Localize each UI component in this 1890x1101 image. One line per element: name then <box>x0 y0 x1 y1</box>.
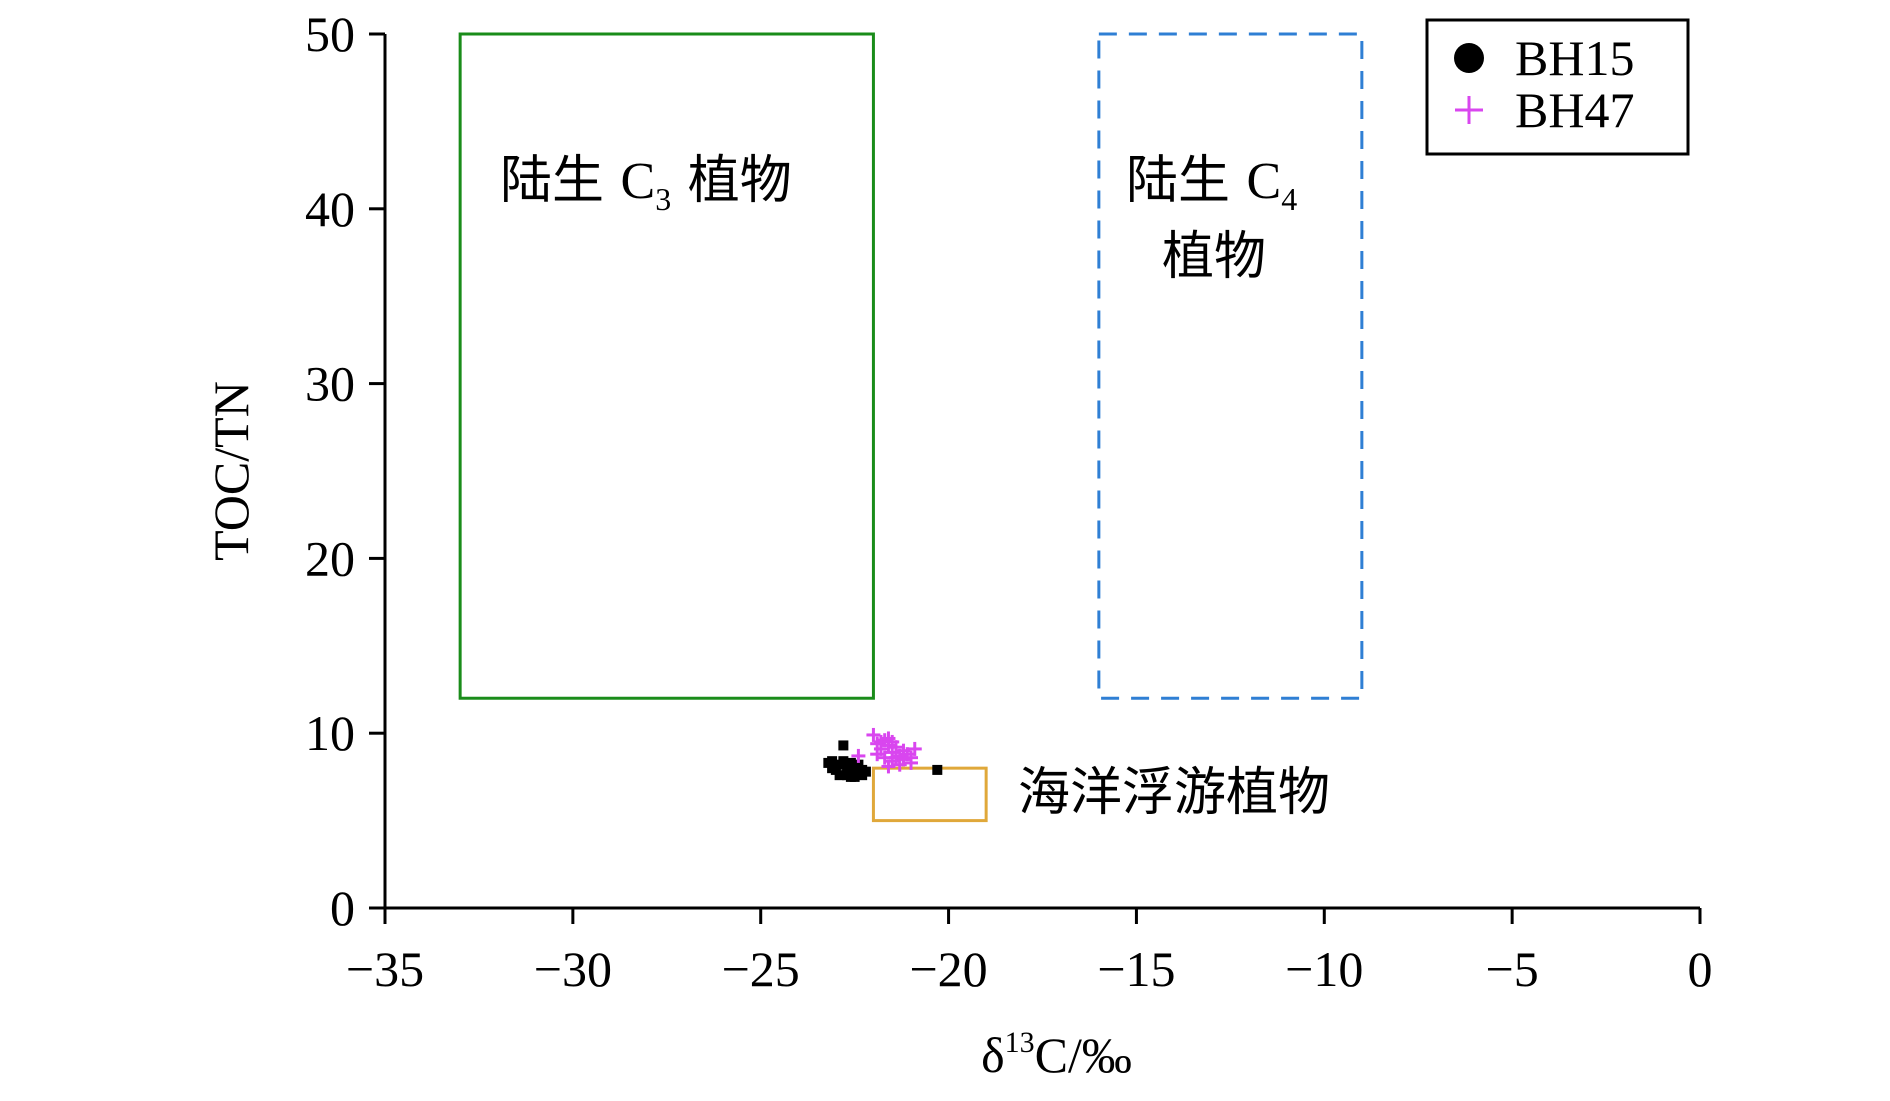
point-bh15-10 <box>845 757 856 768</box>
x-tick-label-7: −5 <box>1486 941 1539 997</box>
x-tick-label-5: −15 <box>1097 941 1175 997</box>
point-bh15-17 <box>860 766 871 777</box>
region-label-2-line-2: 植物 <box>1162 227 1266 287</box>
point-bh15-3 <box>830 764 841 775</box>
y-tick-label-6: 50 <box>305 6 355 62</box>
y-axis-title: TOC/TN <box>203 381 259 561</box>
point-bh15-18 <box>834 770 845 781</box>
y-tick-label-3: 20 <box>305 530 355 586</box>
region-label-3-line-1: 海洋浮游植物 <box>1018 763 1330 823</box>
x-tick-label-8: 0 <box>1688 941 1713 997</box>
x-tick-label-4: −20 <box>909 941 987 997</box>
x-tick-label-3: −25 <box>722 941 800 997</box>
point-bh47-1 <box>866 727 881 742</box>
legend-label-bh47: BH47 <box>1515 82 1634 138</box>
point-bh47-16 <box>870 747 885 762</box>
axes-layer: −35 −30 −25 −20 −15 −10 −5 0 0 10 20 30 40 50 TOC/TN δ1… <box>203 6 1713 1083</box>
legend-label-bh15: BH15 <box>1515 30 1634 86</box>
legend-marker-bh15 <box>1454 43 1484 73</box>
x-axis-title: δ13C/‰ <box>981 1026 1132 1083</box>
y-tick-label-5: 40 <box>305 181 355 237</box>
region-box-1 <box>458 32 875 700</box>
x-tick-label-2: −30 <box>534 941 612 997</box>
point-bh15-20 <box>845 771 856 782</box>
y-tick-label-2: 10 <box>305 705 355 761</box>
point-bh47-18 <box>888 750 903 765</box>
legend-marker-bh47 <box>1455 96 1483 124</box>
point-bh15-19 <box>827 756 838 767</box>
region-box-2 <box>1097 32 1364 700</box>
point-bh15-14 <box>853 759 864 770</box>
point-bh47-17 <box>881 759 896 774</box>
point-bh47-11 <box>907 741 922 756</box>
point-bh15-21 <box>932 764 943 775</box>
point-bh47-23 <box>885 734 900 749</box>
points-layer <box>823 727 943 782</box>
y-tick-label-1: 0 <box>330 880 355 936</box>
point-bh47-24 <box>904 750 918 765</box>
y-tick-label-4: 30 <box>305 356 355 412</box>
legend-box <box>1425 18 1690 156</box>
region-label-1-line-1: 陆生 C3 植物 <box>500 151 792 217</box>
x-tick-label-1: −35 <box>346 941 424 997</box>
point-bh15-6 <box>838 740 849 751</box>
point-bh47-22 <box>896 743 911 758</box>
point-bh47-19 <box>851 748 866 763</box>
region-box-3 <box>871 766 988 823</box>
point-bh15-5 <box>838 756 849 767</box>
region-label-2-line-1: 陆生 C4 <box>1126 151 1297 217</box>
x-tick-label-6: −10 <box>1285 941 1363 997</box>
regions-layer <box>458 32 1364 823</box>
